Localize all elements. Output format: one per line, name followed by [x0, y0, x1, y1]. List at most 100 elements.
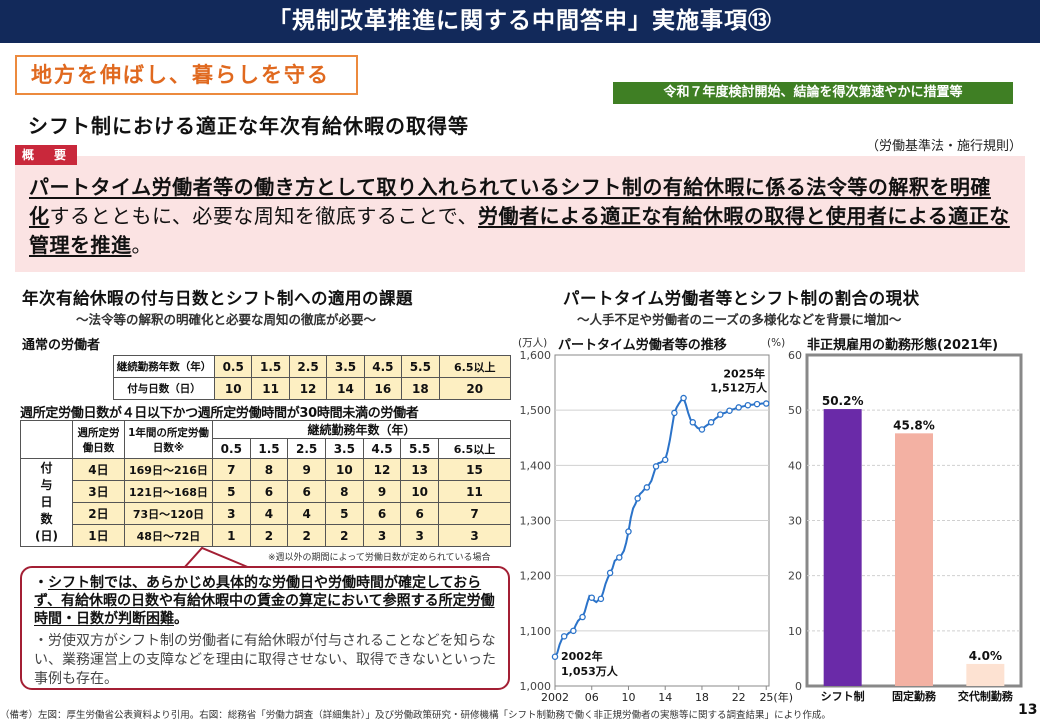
data-point: [671, 409, 678, 417]
table-cell: 13: [400, 458, 439, 481]
table-cell: 7: [438, 502, 511, 525]
line-chart-title: パートタイム労働者等の推移: [558, 337, 727, 353]
nonregular-work-style-bar-chart: 0 10 20 30 40 50 60(%) 非正規雇用の勤務形態(2021年) 50.2% シフ…: [767, 337, 1023, 703]
x-tick-label: 22: [732, 691, 746, 704]
data-point: [717, 411, 724, 418]
data-point: [570, 627, 577, 635]
table-cell: 121日～168日: [123, 480, 213, 503]
table-cell: 9: [362, 480, 402, 503]
table-cell: 3: [400, 524, 439, 547]
table-cell: 12: [362, 458, 402, 481]
tenure-header: 継続勤務年数（年）: [113, 355, 215, 378]
normal-worker-label: 通常の労働者: [22, 338, 101, 353]
y-tick-label: 40: [788, 459, 802, 472]
table-cell: 5: [211, 480, 251, 503]
table-cell: 12: [288, 377, 328, 400]
table-cell: 2日: [71, 502, 125, 525]
data-point: [707, 419, 715, 426]
subtitle: シフト制における適正な年次有給休暇の取得等: [28, 114, 469, 138]
issue-point-2: ・労使双方がシフト制の労働者に有給休暇が付与されることなどを知らない、業務運営上…: [34, 633, 496, 687]
data-point: [588, 594, 595, 601]
data-point: [643, 484, 651, 491]
table-cell: 18: [401, 377, 440, 400]
data-point: [753, 400, 761, 408]
table-cell: 14: [326, 377, 365, 400]
table-cell: 10: [213, 377, 253, 400]
table-cell: 20: [438, 377, 512, 400]
table-cell: 6: [362, 502, 402, 525]
table-cell: 3.5: [324, 438, 364, 459]
table-cell: 3: [362, 524, 402, 547]
table-cell: 8: [249, 458, 289, 481]
bar: [966, 663, 1005, 686]
table-cell: 4.5: [363, 355, 403, 378]
y-tick-label: 1,000: [520, 680, 552, 693]
table-cell: 73日～120日: [123, 502, 213, 525]
table-cell: 7: [211, 458, 251, 481]
y-tick-label: 20: [788, 570, 802, 583]
table-cell: 16: [363, 377, 403, 400]
data-point: [625, 528, 632, 535]
bar-value-label: 45.8%: [893, 418, 935, 432]
table-cell: 5: [324, 502, 364, 525]
data-point: [634, 495, 641, 502]
table-cell: 2: [249, 524, 289, 547]
data-point: [762, 400, 770, 407]
y-tick-label: 0: [795, 680, 802, 693]
issue-point-1-emphasis: シフト制では、あらかじめ具体的な労働日や労働時間が確定しておらず、有給休暇の日数…: [34, 575, 495, 627]
page-number: 13: [1018, 702, 1038, 718]
table-cell: 2: [324, 524, 364, 547]
y-tick-label: 30: [788, 515, 802, 528]
bar: [895, 433, 933, 686]
table-cell: 10: [324, 458, 364, 481]
table-cell: 10: [400, 480, 439, 503]
data-point: [726, 407, 733, 414]
corner-cell: [20, 420, 73, 459]
x-tick-label: 2002: [541, 691, 569, 704]
data-point: [616, 554, 623, 561]
yearly-days-header: 1年間の所定労働日数※: [123, 420, 213, 459]
table-cell: 4: [249, 502, 289, 525]
y-tick-label: 1,400: [520, 459, 552, 472]
x-tick-label: 14: [658, 691, 672, 704]
bar: [823, 409, 862, 686]
table-cell: 6: [287, 480, 326, 503]
bar-value-label: 4.0%: [969, 649, 1002, 663]
table-cell: 48日～72日: [123, 524, 213, 547]
table-cell: 4日: [71, 458, 125, 481]
table-cell: 9: [287, 458, 326, 481]
normal-worker-table: 継続勤務年数（年） 0.5 1.5 2.5 3.5 4.5 5.5 6.5以上 …: [113, 355, 512, 400]
data-point: [744, 401, 752, 409]
y-tick-label: 1,300: [520, 515, 552, 528]
data-point: [735, 404, 742, 411]
bar-category-label: シフト制: [821, 689, 865, 703]
table-cell: 3: [438, 524, 511, 547]
end-annotation-year: 2025年: [723, 367, 765, 381]
y-tick-label: 10: [788, 625, 802, 638]
table-cell: 5.5: [400, 438, 439, 459]
data-point: [551, 653, 559, 661]
table-cell: 3.5: [326, 355, 365, 378]
data-point: [560, 633, 568, 640]
table-cell: 4.5: [362, 438, 402, 459]
table-cell: 8: [324, 480, 364, 503]
right-section-title: パートタイム労働者等とシフト制の割合の現状: [563, 289, 920, 308]
summary-box: パートタイム労働者等の働き方として取り入れられているシフト制の有給休暇に係る法令…: [15, 156, 1025, 272]
weekly-days-header: 週所定労働日数: [71, 420, 125, 459]
category-label: 地方を伸ばし、暮らしを守る: [15, 55, 358, 95]
table-footnote: ※週以外の期間によって労働日数が定められている場合: [268, 553, 491, 563]
start-annotation-year: 2002年: [561, 649, 603, 663]
y-tick-label: 1,600: [520, 349, 552, 362]
table-cell: 5.5: [401, 355, 440, 378]
data-point: [689, 419, 697, 426]
footer-note: （備考）左図：厚生労働省公表資料より引用。右図：総務省「労働力調査（詳細集計）」…: [0, 710, 831, 721]
table-cell: 1.5: [249, 438, 289, 459]
law-reference: （労働基準法・施行規則）: [866, 139, 1023, 154]
data-point: [680, 394, 687, 402]
end-annotation-value: 1,512万人: [710, 381, 768, 395]
y-tick-label: 1,500: [520, 404, 552, 417]
table-cell: 6: [400, 502, 439, 525]
data-point: [652, 463, 660, 470]
summary-end: 。: [131, 233, 152, 257]
